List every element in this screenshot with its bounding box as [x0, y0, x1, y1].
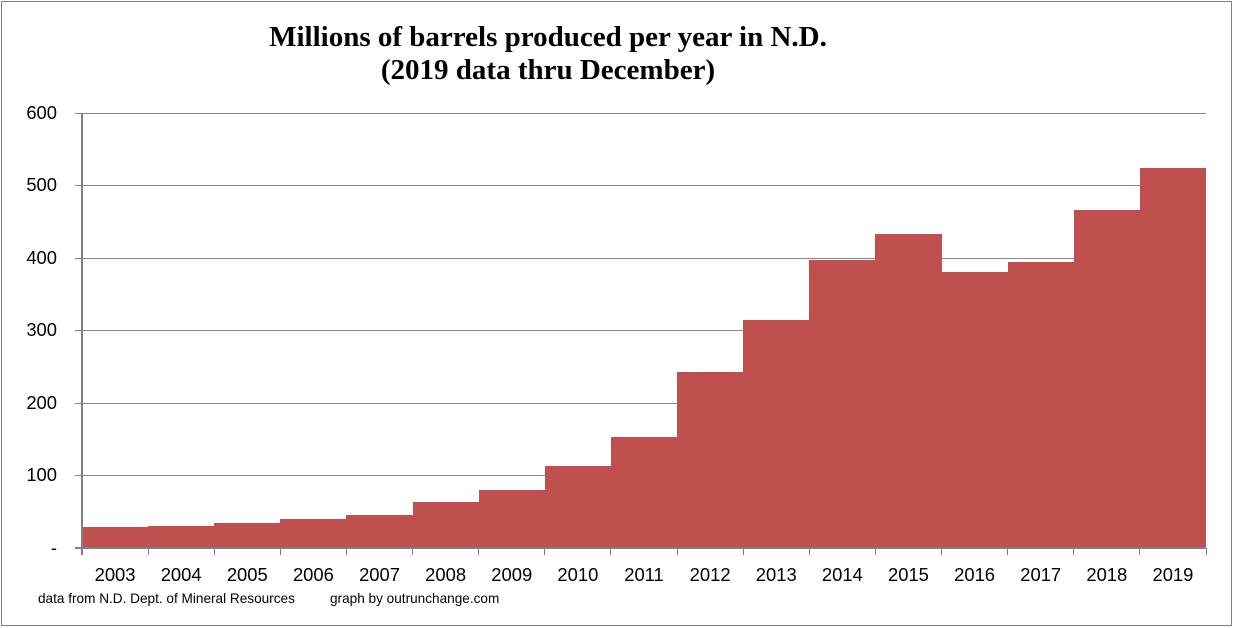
- credit-note: graph by outrunchange.com: [330, 591, 500, 606]
- gridline-400: [82, 257, 1206, 259]
- x-axis-label-2018: 2018: [1086, 563, 1128, 585]
- x-tick-17: [1205, 548, 1207, 555]
- bar-2005: [214, 522, 281, 548]
- x-axis-label-2008: 2008: [425, 563, 467, 585]
- y-axis-label-300: 300: [26, 319, 57, 341]
- x-tick-11: [808, 548, 810, 555]
- x-axis-label-2004: 2004: [160, 563, 202, 585]
- x-tick-14: [1007, 548, 1009, 555]
- bar-2013: [743, 320, 810, 548]
- y-axis-line: [81, 112, 83, 555]
- x-tick-15: [1073, 548, 1075, 555]
- x-axis-label-2013: 2013: [755, 563, 797, 585]
- x-tick-4: [345, 548, 347, 555]
- x-axis-label-2014: 2014: [821, 563, 863, 585]
- x-tick-3: [279, 548, 281, 555]
- bar-2010: [544, 466, 611, 548]
- y-tick-100: [75, 475, 82, 476]
- x-tick-5: [412, 548, 414, 555]
- x-tick-7: [544, 548, 546, 555]
- x-axis-label-2005: 2005: [226, 563, 268, 585]
- chart-title: Millions of barrels produced per year in…: [269, 21, 827, 88]
- x-axis-label-2003: 2003: [94, 563, 136, 585]
- bar-2014: [809, 260, 876, 548]
- x-axis-label-2007: 2007: [359, 563, 400, 585]
- bar-2004: [148, 525, 215, 548]
- x-tick-10: [742, 548, 744, 555]
- gridline-300: [82, 330, 1206, 331]
- bar-2012: [677, 372, 744, 548]
- x-axis-line: [75, 547, 1206, 549]
- y-tick-600: [75, 112, 82, 114]
- y-tick-400: [75, 257, 82, 259]
- bar-2019: [1139, 167, 1206, 548]
- y-axis-label-500: 500: [26, 174, 57, 196]
- bar-2008: [412, 502, 479, 548]
- y-tick-300: [75, 330, 82, 331]
- x-axis-label-2016: 2016: [954, 563, 996, 585]
- x-tick-2: [213, 548, 215, 555]
- x-tick-13: [941, 548, 943, 555]
- x-tick-8: [610, 548, 612, 555]
- bar-2009: [478, 490, 545, 548]
- y-axis-label-100: 100: [26, 464, 57, 486]
- y-axis-label-400: 400: [26, 246, 57, 268]
- bar-2015: [875, 234, 942, 548]
- chart-title-line2: (2019 data thru December): [380, 54, 716, 87]
- data-source-note: data from N.D. Dept. of Mineral Resource…: [38, 591, 295, 606]
- x-tick-6: [478, 548, 480, 555]
- y-axis-label-0: -: [50, 536, 57, 558]
- chart-title-line1: Millions of barrels produced per year in…: [269, 20, 827, 53]
- x-tick-9: [676, 548, 678, 555]
- bar-2018: [1073, 210, 1140, 548]
- y-tick-500: [75, 185, 82, 186]
- y-axis-label-200: 200: [26, 391, 57, 413]
- y-tick-200: [75, 402, 82, 404]
- y-axis-label-600: 600: [26, 101, 57, 123]
- x-axis-label-2019: 2019: [1152, 563, 1194, 585]
- bar-2016: [941, 272, 1008, 548]
- bar-2011: [610, 437, 678, 548]
- x-axis-label-2009: 2009: [491, 563, 533, 585]
- bar-2007: [346, 515, 413, 548]
- x-tick-12: [874, 548, 876, 555]
- x-axis-label-2012: 2012: [689, 563, 731, 585]
- x-tick-16: [1139, 548, 1141, 555]
- x-axis-label-2010: 2010: [557, 563, 599, 585]
- gridline-500: [82, 185, 1206, 186]
- gridline-200: [82, 402, 1206, 404]
- x-axis-label-2011: 2011: [624, 563, 664, 585]
- bar-2003: [82, 526, 149, 548]
- gridline-600: [82, 112, 1206, 114]
- x-axis-label-2017: 2017: [1020, 563, 1062, 585]
- x-axis-label-2006: 2006: [292, 563, 334, 585]
- x-tick-1: [147, 548, 149, 555]
- x-axis-label-2015: 2015: [888, 563, 929, 585]
- bar-2017: [1007, 261, 1074, 548]
- bar-2006: [280, 519, 347, 548]
